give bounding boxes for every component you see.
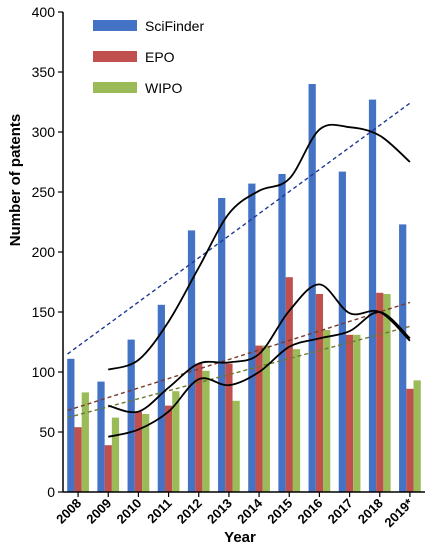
bar-epo-2011 xyxy=(164,405,173,492)
bar-scifinder-2010 xyxy=(127,339,135,492)
bar-wipo-2009 xyxy=(111,417,120,492)
bar-scifinder-2009 xyxy=(97,381,105,492)
x-tick-label-2009: 2009 xyxy=(83,496,114,527)
bar-epo-2015 xyxy=(285,277,293,492)
x-ticks: 2008 2009 2010 2011 2012 2013 2014 2015 2016 2017… xyxy=(53,492,417,530)
legend-swatch-epo xyxy=(93,51,137,62)
bar-wipo-2011 xyxy=(172,391,180,492)
bar-scifinder-2012 xyxy=(187,230,196,492)
bar-wipo-2010 xyxy=(142,414,150,492)
bars-layer xyxy=(67,84,421,492)
moving-average-epo xyxy=(108,283,411,414)
legend-swatch-wipo xyxy=(93,82,137,93)
bar-epo-2012 xyxy=(195,363,203,492)
bar-wipo-2015 xyxy=(292,349,301,492)
y-tick-label-100: 100 xyxy=(32,364,56,380)
bar-epo-2019 xyxy=(406,388,414,492)
bar-wipo-2017 xyxy=(353,334,361,492)
bar-wipo-2018 xyxy=(383,294,391,492)
legend-label-scifinder: SciFinder xyxy=(145,18,204,34)
bar-epo-2010 xyxy=(134,411,143,492)
legend-label-wipo: WIPO xyxy=(145,80,182,96)
bar-epo-2014 xyxy=(255,345,263,492)
lines-layer xyxy=(67,102,411,438)
bar-wipo-2019 xyxy=(413,380,421,492)
y-tick-label-300: 300 xyxy=(32,124,56,140)
trendline-wipo xyxy=(67,325,411,419)
bar-scifinder-2014 xyxy=(248,183,256,492)
bar-scifinder-2015 xyxy=(278,174,286,492)
bar-epo-2013 xyxy=(225,363,233,492)
x-axis-label: Year xyxy=(224,529,256,546)
bar-scifinder-2019 xyxy=(399,224,407,492)
bar-wipo-2013 xyxy=(232,400,240,492)
bar-epo-2018 xyxy=(376,292,384,492)
bar-scifinder-2008 xyxy=(67,358,75,492)
x-tick-label-2010: 2010 xyxy=(113,496,144,527)
bar-wipo-2012 xyxy=(202,370,210,492)
x-tick-label-2011: 2011 xyxy=(144,496,175,527)
y-tick-label-250: 250 xyxy=(32,184,56,200)
x-tick-label-2015: 2015 xyxy=(264,496,295,527)
x-tick-label-2012: 2012 xyxy=(174,496,205,527)
y-tick-label-0: 0 xyxy=(47,484,55,500)
moving-average-wipo xyxy=(108,311,411,438)
bar-wipo-2014 xyxy=(262,345,270,492)
x-tick-label-2014: 2014 xyxy=(234,495,266,527)
y-tick-label-150: 150 xyxy=(32,304,56,320)
y-tick-label-400: 400 xyxy=(32,4,56,20)
y-ticks: 0 50 100 150 200 250 300 350 400 xyxy=(32,4,63,500)
bar-epo-2008 xyxy=(74,427,82,492)
legend-swatch-scifinder xyxy=(93,20,137,31)
bar-scifinder-2013 xyxy=(218,198,226,492)
bar-scifinder-2011 xyxy=(157,304,165,492)
trendline-epo xyxy=(67,301,411,412)
x-tick-label-2019: 2019* xyxy=(381,495,416,530)
x-tick-label-2018: 2018 xyxy=(355,496,386,527)
x-tick-label-2013: 2013 xyxy=(204,496,235,527)
trendline-scifinder xyxy=(67,102,411,355)
bar-scifinder-2017 xyxy=(338,171,346,492)
y-axis-label: Number of patents xyxy=(7,114,24,247)
x-tick-label-2017: 2017 xyxy=(325,496,356,527)
x-tick-label-2016: 2016 xyxy=(294,496,325,527)
bar-scifinder-2018 xyxy=(368,99,377,492)
y-tick-label-200: 200 xyxy=(32,244,56,260)
bar-epo-2016 xyxy=(315,294,324,492)
legend: SciFinder EPO WIPO xyxy=(93,18,204,96)
x-tick-label-2008: 2008 xyxy=(53,496,84,527)
moving-average-scifinder xyxy=(107,123,411,371)
bar-epo-2017 xyxy=(345,334,354,492)
y-tick-label-350: 350 xyxy=(32,64,56,80)
bar-scifinder-2016 xyxy=(308,84,316,492)
legend-label-epo: EPO xyxy=(145,49,175,65)
bar-wipo-2016 xyxy=(323,330,331,492)
bar-wipo-2008 xyxy=(81,392,89,492)
y-tick-label-50: 50 xyxy=(39,424,55,440)
bar-epo-2009 xyxy=(104,445,112,492)
